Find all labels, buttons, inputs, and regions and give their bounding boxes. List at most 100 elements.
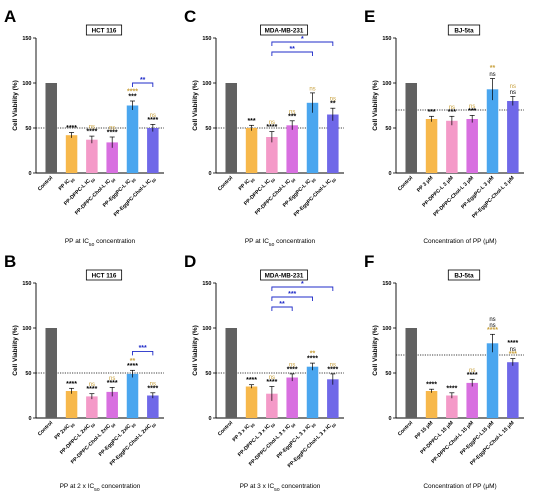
significance-mark: ***	[468, 108, 476, 115]
label-part: 50	[269, 242, 275, 248]
significance-mark: **	[330, 101, 336, 108]
significance-mark: ****	[266, 124, 277, 131]
y-tick-label: 100	[202, 81, 211, 87]
label-part: PP-EggPC-Chol-L 3 μM	[471, 175, 516, 220]
label-part: 50	[330, 422, 337, 429]
comparison-bracket	[271, 41, 334, 46]
significance-mark: ****	[86, 129, 97, 136]
significance-mark: ns	[469, 104, 475, 110]
y-axis-label: Cell Viability (%)	[12, 80, 19, 130]
significance-mark: ns	[269, 375, 275, 381]
bar	[466, 119, 478, 173]
label-part: 50	[130, 422, 137, 429]
bar	[106, 142, 118, 173]
label-part: PP at 3 x IC	[240, 483, 275, 490]
significance-mark: ****	[507, 340, 518, 347]
cell-line-label: HCT 116	[92, 27, 117, 34]
label-part: Control	[217, 420, 235, 438]
significance-mark: ns	[89, 382, 95, 388]
panel-c: C 0 50 100 150 Cell Viability (%) MDA-MB-231 Co…	[184, 7, 344, 248]
comparison-bracket	[132, 82, 154, 87]
significance-mark: ns	[489, 323, 495, 329]
label-part: Control	[397, 175, 415, 193]
label-part: 50	[69, 422, 76, 429]
significance-mark: ***	[288, 113, 296, 120]
y-tick-label: 150	[202, 281, 211, 287]
y-tick-label: 150	[22, 281, 31, 287]
bar	[147, 395, 159, 418]
significance-mark: ns	[109, 126, 115, 132]
bar	[405, 83, 417, 173]
x-axis-label: Concentration of PP (μM)	[423, 238, 496, 245]
label-part: concentration	[280, 483, 321, 490]
label-part: 50	[269, 177, 276, 184]
bar	[466, 382, 478, 418]
y-tick-label: 100	[22, 326, 31, 332]
category-label: PP IC50	[238, 175, 256, 193]
significance-mark: ****	[127, 89, 138, 96]
significance-mark: ****	[467, 372, 478, 379]
panel-letter: D	[184, 252, 196, 271]
y-tick-label: 50	[385, 371, 391, 377]
bar	[405, 328, 417, 418]
cell-line-box	[85, 24, 123, 36]
label-part: 50	[269, 422, 276, 429]
bar	[507, 362, 519, 418]
label-part: 50	[249, 422, 256, 429]
bar	[86, 396, 98, 418]
cell-line-box	[85, 269, 123, 281]
significance-mark: **	[130, 358, 136, 365]
label-part: 50	[290, 422, 297, 429]
significance-mark: ****	[487, 327, 498, 334]
significance-mark: ****	[446, 385, 457, 392]
significance-mark: ns	[330, 97, 336, 103]
category-label: PP-EggPC-L 2xIC50	[98, 420, 137, 459]
bar	[486, 89, 499, 173]
cell-line-box	[260, 24, 308, 36]
y-tick-label: 150	[382, 281, 391, 287]
y-tick-label: 50	[25, 371, 31, 377]
category-label: PP 15 μM	[414, 420, 434, 440]
comparison-bracket	[132, 350, 154, 356]
bar	[245, 386, 258, 418]
bar	[327, 114, 339, 173]
label-part: Control	[37, 420, 55, 438]
significance-mark: ****	[147, 385, 158, 392]
panel-f: F 0 50 100 150 Cell Viability (%) BJ-5ta Contro…	[364, 252, 524, 490]
bar	[45, 328, 57, 418]
bar	[147, 128, 159, 173]
significance-mark: ****	[327, 366, 338, 373]
significance-mark: ns	[150, 113, 156, 119]
y-tick-label: 0	[388, 171, 391, 177]
significance-mark: ns	[289, 362, 295, 368]
label-part: PP-EggPC-Chol-L 2xIC	[109, 423, 153, 467]
y-axis-label: Cell Viability (%)	[12, 325, 19, 375]
bar	[286, 125, 298, 173]
cell-line-box	[260, 269, 308, 281]
bar	[266, 137, 278, 173]
category-label: PP-DPPC-L 3 x IC50	[237, 420, 276, 459]
bar	[225, 83, 237, 173]
bar	[86, 139, 98, 173]
bracket-label: ***	[139, 345, 147, 352]
comparison-bracket	[271, 296, 313, 301]
significance-mark: ns	[449, 105, 455, 111]
comparison-bracket	[271, 286, 334, 291]
label-part: Concentration of PP (μM)	[423, 483, 496, 490]
y-tick-label: 100	[202, 326, 211, 332]
label-part: 50	[274, 487, 280, 493]
bar	[446, 395, 458, 418]
y-tick-label: 50	[205, 371, 211, 377]
bar	[446, 120, 458, 173]
label-part: 50	[110, 177, 117, 184]
significance-mark: ns	[330, 362, 336, 368]
label-part: 50	[89, 422, 96, 429]
significance-mark: ****	[266, 379, 277, 386]
x-axis-label: PP at IC50 concentration	[65, 238, 136, 248]
category-label: PP 3 μM	[416, 175, 434, 193]
category-label: Control	[217, 175, 235, 193]
label-part: PP at IC	[245, 238, 269, 245]
bar	[126, 373, 139, 418]
significance-mark: ****	[307, 356, 318, 363]
